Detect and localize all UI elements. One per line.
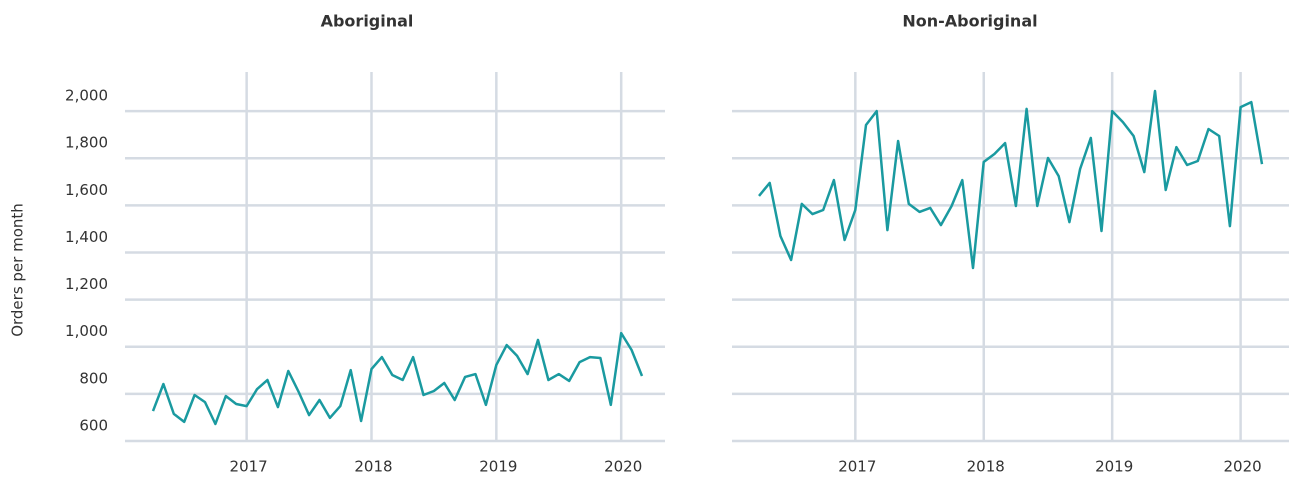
y-tick-label: 600 — [79, 417, 108, 435]
y-axis-label: Orders per month — [9, 203, 27, 337]
y-tick-label: 1,000 — [65, 322, 108, 340]
y-tick-label: 1,400 — [65, 228, 108, 246]
y-tick-label: 800 — [79, 369, 108, 387]
y-tick-label: 2,000 — [65, 87, 108, 105]
x-tick-label: 2018 — [354, 458, 392, 476]
x-tick-label: 2017 — [230, 458, 268, 476]
x-tick-label: 2018 — [967, 458, 1005, 476]
chart-title: Non-Aboriginal — [902, 12, 1037, 31]
x-tick-label: 2020 — [604, 458, 642, 476]
y-tick-label: 1,800 — [65, 134, 108, 152]
x-tick-label: 2017 — [838, 458, 876, 476]
y-tick-label: 1,200 — [65, 275, 108, 293]
x-tick-label: 2020 — [1224, 458, 1262, 476]
x-tick-label: 2019 — [1095, 458, 1133, 476]
data-line — [758, 89, 1264, 270]
x-tick-label: 2019 — [479, 458, 517, 476]
data-line — [151, 331, 644, 426]
y-tick-label: 1,600 — [65, 181, 108, 199]
chart-title: Aboriginal — [321, 12, 414, 31]
